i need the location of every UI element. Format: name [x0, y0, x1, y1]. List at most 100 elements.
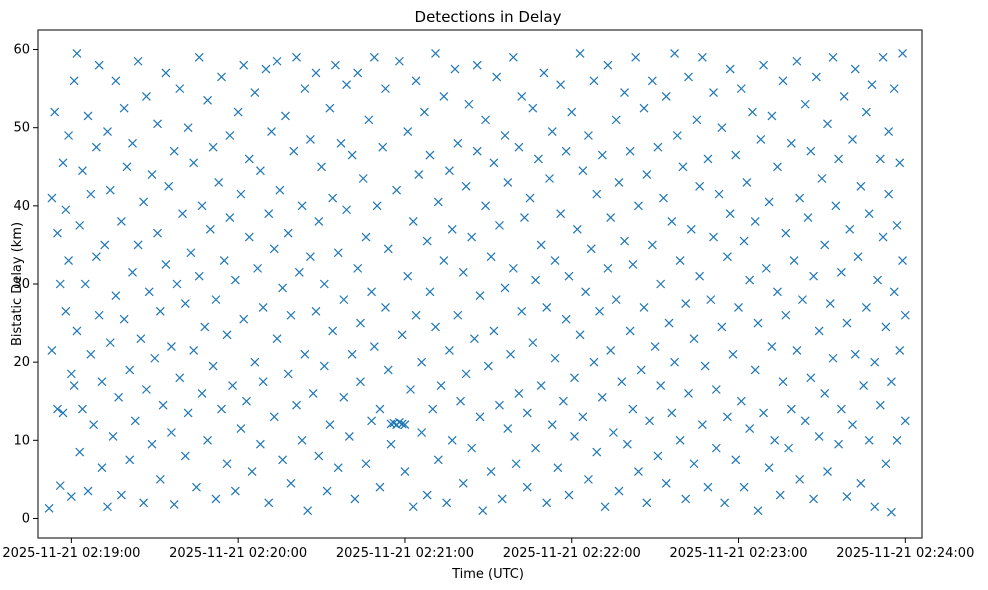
data-point	[728, 349, 738, 359]
data-point	[411, 310, 421, 320]
data-point	[297, 201, 307, 211]
marker-stroke	[689, 459, 699, 469]
marker-stroke	[472, 146, 482, 156]
data-point	[508, 263, 518, 273]
marker-stroke	[592, 447, 602, 457]
marker-stroke	[169, 146, 179, 156]
marker-stroke	[567, 107, 577, 117]
data-point	[61, 306, 71, 316]
data-point	[239, 314, 249, 324]
data-point	[848, 420, 857, 430]
data-point	[431, 322, 440, 332]
data-point	[836, 404, 846, 414]
data-point	[141, 385, 151, 394]
marker-stroke	[834, 154, 844, 164]
data-point	[686, 224, 696, 234]
data-point	[547, 420, 557, 430]
marker-stroke	[153, 228, 162, 238]
data-point	[314, 217, 324, 226]
data-point	[886, 507, 896, 517]
data-point	[809, 494, 819, 504]
marker-stroke	[575, 330, 585, 340]
data-point	[322, 486, 332, 496]
marker-stroke	[306, 252, 315, 262]
data-point	[692, 115, 702, 125]
data-point	[225, 131, 235, 140]
marker-stroke	[155, 474, 165, 484]
y-tick-label: 20	[13, 355, 30, 370]
data-point	[292, 52, 301, 62]
data-point	[753, 506, 763, 516]
marker-stroke	[670, 357, 680, 367]
data-point	[503, 177, 513, 187]
data-point	[116, 490, 126, 500]
marker-stroke	[770, 435, 780, 445]
data-point	[250, 357, 260, 367]
marker-stroke	[661, 92, 671, 101]
data-point	[297, 435, 307, 445]
data-point	[161, 260, 171, 269]
data-point	[517, 306, 527, 316]
data-point	[203, 435, 212, 445]
data-point	[158, 400, 168, 410]
data-point	[292, 400, 301, 410]
marker-stroke	[620, 236, 629, 246]
marker-stroke	[667, 408, 677, 418]
data-point	[703, 154, 713, 164]
data-point	[464, 99, 474, 109]
marker-stroke	[447, 435, 457, 445]
marker-stroke	[550, 353, 560, 363]
marker-stroke	[94, 60, 104, 70]
marker-stroke	[728, 349, 738, 359]
data-point	[884, 127, 894, 137]
data-point	[759, 60, 768, 70]
data-point	[339, 392, 349, 402]
y-tick-label: 0	[22, 511, 30, 526]
data-point	[611, 115, 621, 125]
data-point	[761, 263, 771, 273]
data-point	[436, 381, 446, 391]
data-point	[97, 377, 107, 387]
data-point	[823, 467, 832, 476]
marker-stroke	[611, 115, 621, 125]
marker-stroke	[725, 64, 735, 74]
data-point	[197, 201, 207, 211]
marker-stroke	[408, 502, 418, 512]
marker-stroke	[886, 377, 896, 387]
marker-stroke	[253, 263, 263, 273]
marker-stroke	[809, 271, 819, 281]
marker-stroke	[180, 451, 190, 461]
data-point	[711, 443, 721, 453]
marker-stroke	[606, 213, 616, 222]
marker-stroke	[850, 64, 860, 74]
data-point	[642, 170, 652, 180]
marker-stroke	[61, 205, 71, 215]
data-point	[228, 381, 238, 391]
marker-stroke	[900, 416, 910, 426]
marker-stroke	[322, 486, 332, 496]
marker-stroke	[272, 334, 282, 344]
y-tick-label: 50	[13, 121, 30, 136]
data-point	[889, 287, 899, 297]
data-point	[775, 490, 785, 500]
data-point	[675, 256, 685, 265]
marker-stroke	[508, 52, 518, 62]
marker-stroke	[884, 189, 894, 199]
data-point	[575, 49, 585, 58]
marker-stroke	[711, 385, 721, 394]
data-point	[325, 103, 335, 113]
marker-stroke	[750, 365, 760, 375]
data-point	[308, 388, 318, 398]
data-point	[286, 310, 296, 320]
marker-stroke	[684, 72, 693, 82]
data-point	[614, 486, 624, 496]
data-point	[103, 502, 112, 512]
data-point	[347, 349, 357, 359]
marker-stroke	[75, 220, 85, 230]
marker-stroke	[103, 502, 112, 512]
marker-stroke	[236, 424, 246, 434]
data-point	[428, 404, 438, 414]
data-point	[433, 197, 443, 207]
marker-stroke	[761, 263, 771, 273]
